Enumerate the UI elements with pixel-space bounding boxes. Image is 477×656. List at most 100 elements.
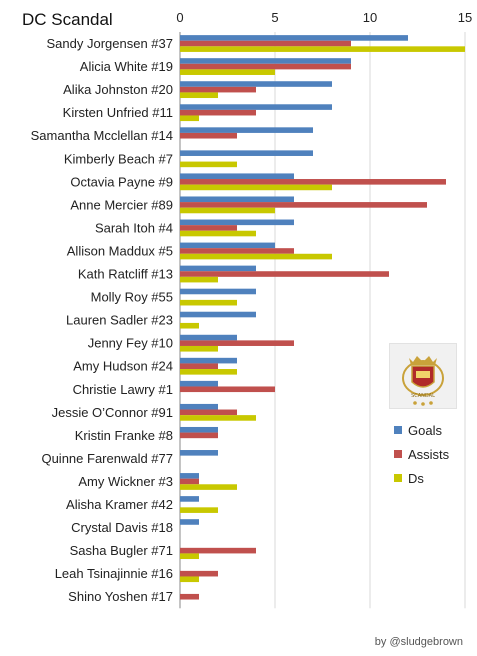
category-label: Alicia White #19 bbox=[80, 59, 173, 74]
bar-ds bbox=[180, 484, 237, 490]
category-label: Kimberly Beach #7 bbox=[64, 151, 173, 166]
legend-item-goals: Goals bbox=[394, 418, 449, 442]
bar-assists bbox=[180, 132, 237, 139]
scandal-crest-logo: SCANDAL bbox=[389, 343, 457, 409]
bar-goals bbox=[180, 473, 199, 479]
bar-assists bbox=[180, 593, 199, 600]
category-label: Quinne Farenwald #77 bbox=[41, 451, 173, 466]
category-label: Sarah Itoh #4 bbox=[95, 220, 173, 235]
category-label: Alisha Kramer #42 bbox=[66, 497, 173, 512]
bar-goals bbox=[180, 519, 199, 525]
bar-ds bbox=[180, 253, 332, 260]
bar-goals bbox=[180, 242, 275, 249]
bar-assists bbox=[180, 202, 427, 208]
bar-assists bbox=[180, 179, 446, 185]
bar-ds bbox=[180, 115, 199, 122]
category-label: Crystal Davis #18 bbox=[71, 520, 173, 535]
bar-assists bbox=[180, 340, 294, 346]
bar-goals bbox=[180, 496, 199, 502]
bar-ds bbox=[180, 369, 237, 375]
category-label: Jenny Fey #10 bbox=[88, 336, 173, 351]
category-label: Anne Mercier #89 bbox=[70, 197, 173, 212]
bar-goals bbox=[180, 426, 218, 433]
bar-goals bbox=[180, 311, 256, 318]
category-label: Shino Yoshen #17 bbox=[68, 589, 173, 604]
bar-assists bbox=[180, 547, 256, 554]
bar-assists bbox=[180, 109, 256, 116]
category-label: Kristin Franke #8 bbox=[75, 428, 173, 443]
bar-ds bbox=[180, 276, 218, 283]
category-label: Amy Hudson #24 bbox=[73, 359, 173, 374]
x-tick-label: 10 bbox=[363, 10, 377, 25]
bar-goals bbox=[180, 81, 332, 87]
category-label: Kath Ratcliff #13 bbox=[78, 267, 173, 282]
legend-item-assists: Assists bbox=[394, 442, 449, 466]
bar-goals bbox=[180, 265, 256, 272]
legend-label-goals: Goals bbox=[408, 422, 442, 438]
bar-assists bbox=[180, 86, 256, 93]
bar-ds bbox=[180, 507, 218, 513]
credit-text: by @sludgebrown bbox=[374, 636, 463, 648]
bar-goals bbox=[180, 288, 256, 295]
legend-swatch-goals bbox=[394, 426, 402, 434]
bar-ds bbox=[180, 230, 256, 237]
svg-text:SCANDAL: SCANDAL bbox=[411, 393, 435, 399]
bar-goals bbox=[180, 58, 351, 64]
category-label: Lauren Sadler #23 bbox=[66, 313, 173, 328]
category-label: Octavia Payne #9 bbox=[70, 174, 173, 189]
bar-goals bbox=[180, 403, 218, 410]
category-label: Leah Tsinajinnie #16 bbox=[55, 566, 173, 581]
bar-goals bbox=[180, 357, 237, 364]
bar-ds bbox=[180, 184, 332, 191]
bar-ds bbox=[180, 576, 199, 583]
category-label: Sasha Bugler #71 bbox=[70, 543, 173, 558]
bar-goals bbox=[180, 334, 237, 341]
bar-goals bbox=[180, 219, 294, 226]
bar-assists bbox=[180, 409, 237, 416]
bar-assists bbox=[180, 225, 237, 231]
legend-label-ds: Ds bbox=[408, 470, 424, 486]
bar-ds bbox=[180, 161, 237, 168]
bar-assists bbox=[180, 248, 294, 254]
bar-assists bbox=[180, 570, 218, 577]
category-label: Molly Roy #55 bbox=[91, 290, 173, 305]
category-label: Allison Maddux #5 bbox=[67, 243, 173, 258]
x-tick-label: 15 bbox=[458, 10, 472, 25]
bar-assists bbox=[180, 432, 218, 439]
legend-item-ds: Ds bbox=[394, 466, 449, 490]
bar-assists bbox=[180, 63, 351, 70]
bar-goals bbox=[180, 35, 408, 41]
bar-goals bbox=[180, 104, 332, 110]
bar-assists bbox=[180, 478, 199, 485]
x-tick-label: 0 bbox=[176, 10, 183, 25]
legend: Goals Assists Ds bbox=[394, 418, 449, 490]
bar-goals bbox=[180, 196, 294, 203]
bar-assists bbox=[180, 271, 389, 277]
bar-ds bbox=[180, 207, 275, 214]
x-tick-label: 5 bbox=[271, 10, 278, 25]
legend-swatch-assists bbox=[394, 450, 402, 458]
category-label: Kirsten Unfried #11 bbox=[63, 105, 173, 120]
bar-ds bbox=[180, 69, 275, 75]
category-label: Amy Wickner #3 bbox=[78, 474, 173, 489]
bar-goals bbox=[180, 173, 294, 180]
category-label: Alika Johnston #20 bbox=[63, 82, 173, 97]
bar-ds bbox=[180, 322, 199, 329]
bar-goals bbox=[180, 150, 313, 156]
category-label: Samantha Mcclellan #14 bbox=[31, 128, 173, 143]
bar-ds bbox=[180, 299, 237, 306]
bar-goals bbox=[180, 450, 218, 456]
bar-assists bbox=[180, 40, 351, 47]
legend-label-assists: Assists bbox=[408, 446, 450, 462]
chart-title: DC Scandal bbox=[22, 10, 113, 29]
bar-assists bbox=[180, 386, 275, 393]
legend-swatch-ds bbox=[394, 474, 402, 482]
bar-ds bbox=[180, 415, 256, 421]
bar-assists bbox=[180, 363, 218, 370]
bar-ds bbox=[180, 92, 218, 99]
bar-ds bbox=[180, 553, 199, 560]
bar-goals bbox=[180, 127, 313, 133]
bar-goals bbox=[180, 380, 218, 387]
bar-ds bbox=[180, 345, 218, 352]
